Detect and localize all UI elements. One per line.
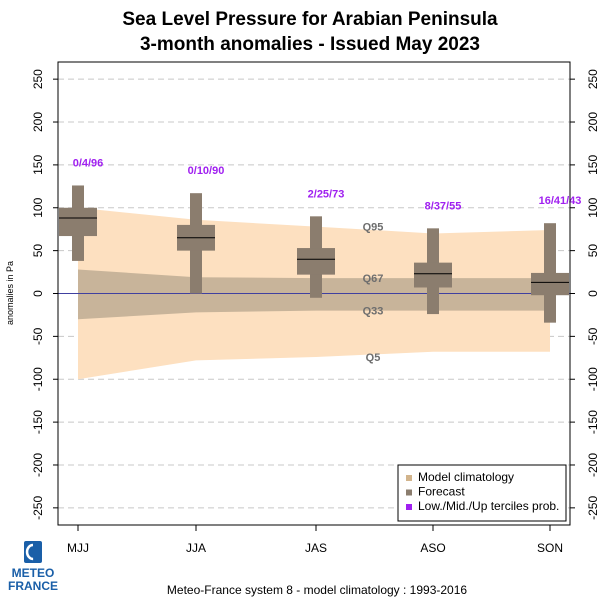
y-tick-label-right: 200 [586, 112, 600, 132]
quantile-label-q95: Q95 [363, 222, 384, 234]
y-tick-label-right: -150 [586, 410, 600, 434]
plot-area: Q95 Q67 Q33 Q5 0/4/96 0/10/90 2/25/73 8/37/55 16… [31, 61, 600, 555]
y-tick-label-right: 0 [586, 290, 600, 297]
x-category-label-mjj: MJJ [67, 541, 89, 555]
y-tick-label-right: 100 [586, 197, 600, 217]
tercile-prob-son: 16/41/43 [539, 195, 582, 207]
chart-title-line1: Sea Level Pressure for Arabian Peninsula [122, 9, 498, 30]
quantile-label-q67: Q67 [363, 273, 384, 285]
legend-box [397, 464, 567, 522]
y-tick-label-left: 200 [31, 112, 45, 132]
forecast-box-son [531, 272, 569, 296]
y-tick-label-left: -250 [31, 496, 45, 520]
meteo-france-logo-icon: METEO FRANCE [8, 541, 58, 593]
logo-text-line2: FRANCE [8, 579, 58, 593]
tercile-prob-aso: 8/37/55 [425, 200, 462, 212]
x-category-label-aso: ASO [420, 541, 445, 555]
legend-swatch-low-mid-up-terciles-prob [406, 504, 412, 510]
legend-swatch-forecast [406, 489, 412, 496]
forecast-box-jas [297, 248, 335, 275]
y-axis-label: anomalies in Pa [5, 261, 15, 325]
y-tick-label-left: 50 [31, 244, 45, 258]
y-tick-label-right: 50 [586, 244, 600, 258]
y-tick-label-left: 0 [31, 290, 45, 297]
y-tick-label-left: -50 [31, 327, 45, 345]
legend-swatch-model-climatology [406, 475, 412, 481]
legend-label-model-climatology: Model climatology [418, 470, 514, 484]
y-tick-label-left: 150 [31, 155, 45, 175]
y-tick-label-right: -100 [586, 367, 600, 391]
y-tick-label-left: 250 [31, 69, 45, 89]
legend-label-forecast: Forecast [418, 485, 465, 499]
tercile-prob-jas: 2/25/73 [308, 188, 345, 200]
quantile-label-q5: Q5 [366, 352, 381, 364]
chart-title-line2: 3-month anomalies - Issued May 2023 [140, 34, 480, 55]
y-tick-label-right: 150 [586, 155, 600, 175]
y-tick-label-left: -100 [31, 367, 45, 391]
y-tick-label-left: 100 [31, 197, 45, 217]
forecast-box-mjj [59, 207, 97, 237]
footer-text: Meteo-France system 8 - model climatolog… [167, 583, 467, 597]
logo-text-line1: METEO [12, 566, 55, 580]
y-tick-label-right: -50 [586, 327, 600, 345]
tercile-prob-jja: 0/10/90 [188, 165, 225, 177]
forecast-box-aso [414, 262, 452, 288]
x-category-label-jas: JAS [305, 541, 327, 555]
quantile-label-q33: Q33 [363, 306, 384, 318]
y-tick-label-right: -200 [586, 453, 600, 477]
y-tick-label-left: -150 [31, 410, 45, 434]
y-tick-label-right: -250 [586, 496, 600, 520]
x-category-label-son: SON [537, 541, 563, 555]
y-tick-label-left: -200 [31, 453, 45, 477]
x-category-label-jja: JJA [186, 541, 206, 555]
legend-label-low-mid-up-terciles-prob: Low./Mid./Up terciles prob. [418, 499, 559, 513]
y-tick-label-right: 250 [586, 69, 600, 89]
tercile-prob-mjj: 0/4/96 [73, 157, 104, 169]
